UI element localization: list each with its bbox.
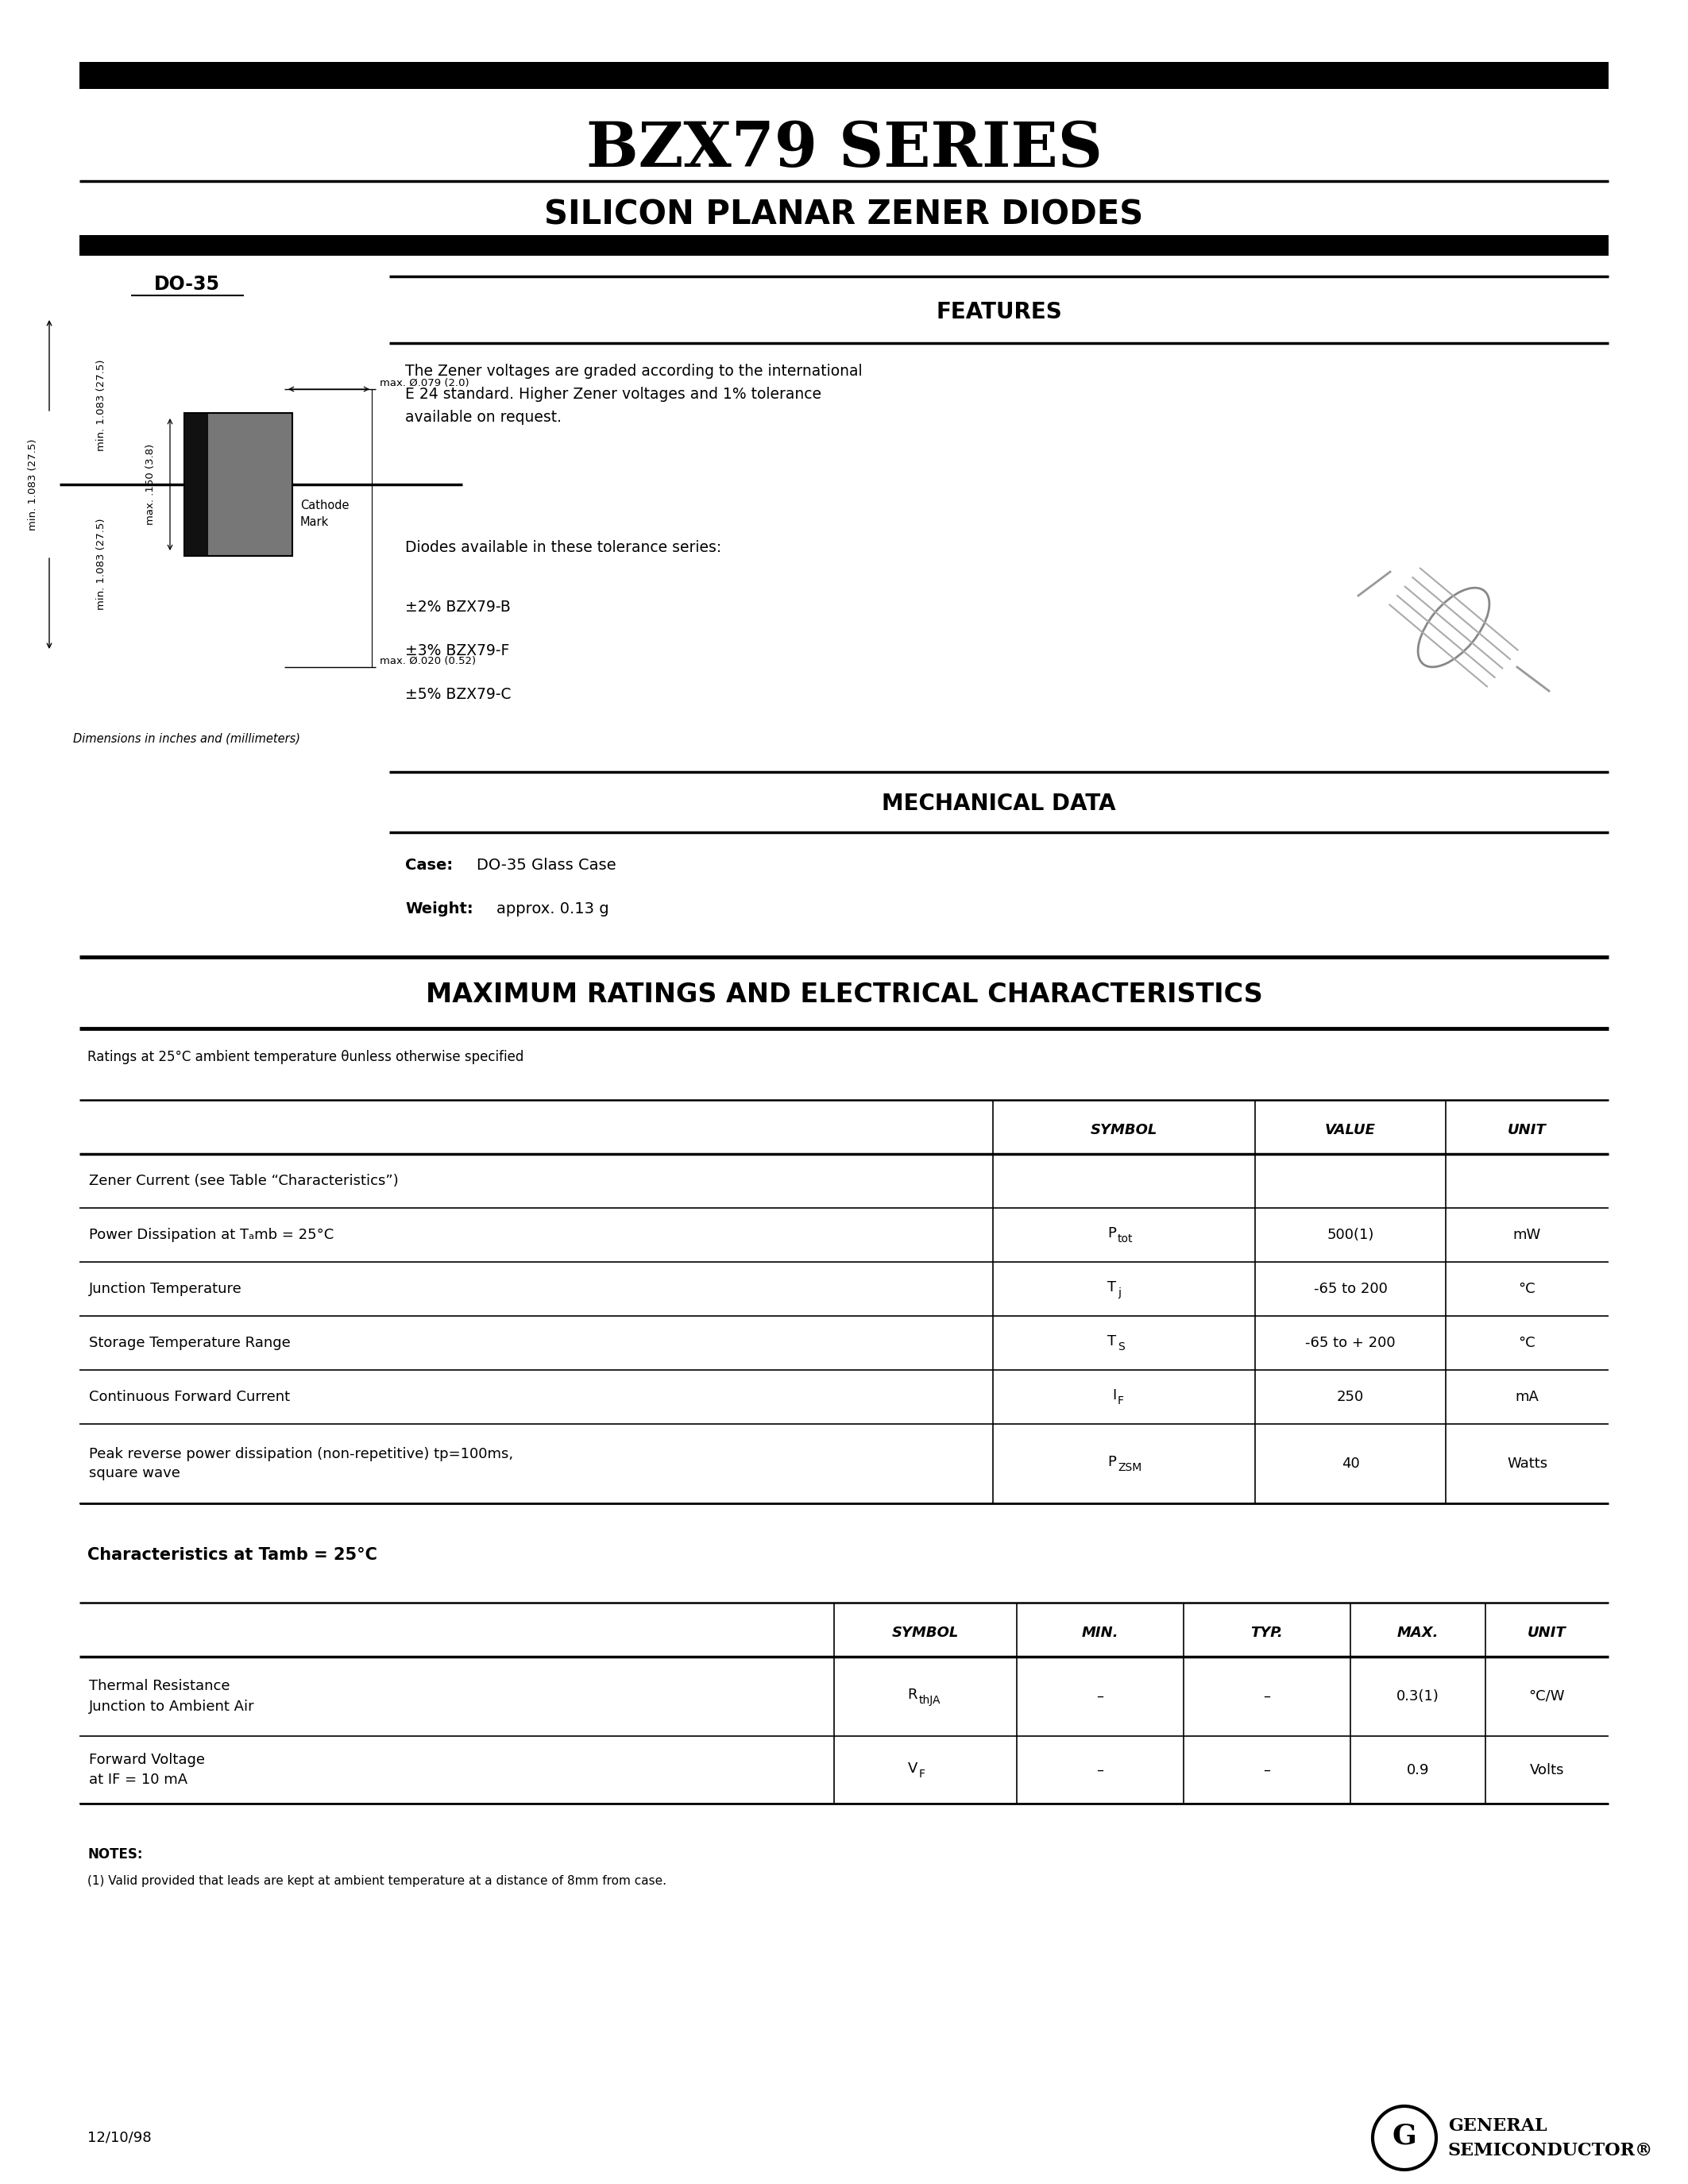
Text: GENERAL: GENERAL — [1448, 2116, 1548, 2134]
Text: NOTES:: NOTES: — [88, 1848, 142, 1861]
Text: Watts: Watts — [1507, 1457, 1548, 1470]
Text: MIN.: MIN. — [1082, 1625, 1119, 1640]
Text: P: P — [1107, 1455, 1116, 1470]
Text: tot: tot — [1117, 1234, 1133, 1245]
Text: T: T — [1107, 1334, 1116, 1348]
Bar — [184, 413, 208, 557]
Text: DO-35 Glass Case: DO-35 Glass Case — [476, 858, 616, 874]
Text: ±2% BZX79-B: ±2% BZX79-B — [405, 601, 511, 614]
Text: mA: mA — [1516, 1389, 1539, 1404]
Text: SYMBOL: SYMBOL — [891, 1625, 959, 1640]
Text: -65 to 200: -65 to 200 — [1313, 1282, 1388, 1295]
Text: max. Ø.079 (2.0): max. Ø.079 (2.0) — [380, 378, 469, 389]
Bar — [79, 61, 1609, 90]
Text: MAXIMUM RATINGS AND ELECTRICAL CHARACTERISTICS: MAXIMUM RATINGS AND ELECTRICAL CHARACTER… — [425, 981, 1263, 1007]
Text: Zener Current (see Table “Characteristics”): Zener Current (see Table “Characteristic… — [89, 1173, 398, 1188]
Text: F: F — [1117, 1396, 1124, 1406]
Text: R: R — [908, 1688, 918, 1701]
Text: min. 1.083 (27.5): min. 1.083 (27.5) — [96, 518, 106, 609]
Text: (1) Valid provided that leads are kept at ambient temperature at a distance of 8: (1) Valid provided that leads are kept a… — [88, 1876, 667, 1887]
Text: min. 1.083 (27.5): min. 1.083 (27.5) — [29, 439, 39, 531]
Bar — [79, 236, 1609, 256]
Text: 0.3(1): 0.3(1) — [1396, 1688, 1440, 1704]
Text: F: F — [918, 1769, 925, 1780]
Text: V: V — [908, 1760, 918, 1776]
Text: MAX.: MAX. — [1398, 1625, 1438, 1640]
Text: °C: °C — [1519, 1282, 1536, 1295]
Text: thJA: thJA — [918, 1695, 940, 1706]
Text: –: – — [1263, 1688, 1271, 1704]
Text: TYP.: TYP. — [1251, 1625, 1283, 1640]
Text: UNIT: UNIT — [1528, 1625, 1566, 1640]
Text: VALUE: VALUE — [1325, 1123, 1376, 1138]
Text: Ratings at 25°C ambient temperature θunless otherwise specified: Ratings at 25°C ambient temperature θunl… — [88, 1051, 523, 1064]
Text: °C: °C — [1519, 1337, 1536, 1350]
Text: I: I — [1112, 1389, 1116, 1402]
Bar — [184, 413, 292, 557]
Text: Diodes available in these tolerance series:: Diodes available in these tolerance seri… — [405, 539, 721, 555]
Text: Thermal Resistance
Junction to Ambient Air: Thermal Resistance Junction to Ambient A… — [89, 1679, 255, 1714]
Text: 40: 40 — [1342, 1457, 1359, 1470]
Text: Characteristics at Tamb = 25°C: Characteristics at Tamb = 25°C — [88, 1546, 376, 1564]
Text: The Zener voltages are graded according to the international
E 24 standard. High: The Zener voltages are graded according … — [405, 365, 863, 424]
Text: SILICON PLANAR ZENER DIODES: SILICON PLANAR ZENER DIODES — [545, 199, 1143, 232]
Text: Storage Temperature Range: Storage Temperature Range — [89, 1337, 290, 1350]
Text: MECHANICAL DATA: MECHANICAL DATA — [881, 793, 1116, 815]
Text: P: P — [1107, 1225, 1116, 1241]
Text: ±5% BZX79-C: ±5% BZX79-C — [405, 688, 511, 701]
Text: G: G — [1393, 2123, 1416, 2149]
Text: Volts: Volts — [1529, 1762, 1565, 1778]
Text: ZSM: ZSM — [1117, 1461, 1141, 1474]
Text: SYMBOL: SYMBOL — [1090, 1123, 1158, 1138]
Text: Peak reverse power dissipation (non-repetitive) tp=100ms,
square wave: Peak reverse power dissipation (non-repe… — [89, 1448, 513, 1481]
Text: UNIT: UNIT — [1507, 1123, 1546, 1138]
Text: min. 1.083 (27.5): min. 1.083 (27.5) — [96, 358, 106, 450]
Text: –: – — [1263, 1762, 1271, 1778]
Text: Cathode
Mark: Cathode Mark — [300, 500, 349, 529]
Text: –: – — [1097, 1762, 1104, 1778]
Text: -65 to + 200: -65 to + 200 — [1305, 1337, 1396, 1350]
Text: ±3% BZX79-F: ±3% BZX79-F — [405, 644, 510, 657]
Text: Continuous Forward Current: Continuous Forward Current — [89, 1389, 290, 1404]
Text: Case:: Case: — [405, 858, 452, 874]
Text: °C/W: °C/W — [1529, 1688, 1565, 1704]
Text: approx. 0.13 g: approx. 0.13 g — [496, 902, 609, 917]
Text: Power Dissipation at Tₐmb = 25°C: Power Dissipation at Tₐmb = 25°C — [89, 1227, 334, 1243]
Text: mW: mW — [1512, 1227, 1541, 1243]
Text: j: j — [1117, 1286, 1121, 1299]
Text: Junction Temperature: Junction Temperature — [89, 1282, 241, 1295]
Text: DO-35: DO-35 — [154, 275, 219, 295]
Text: 500(1): 500(1) — [1327, 1227, 1374, 1243]
Text: 12/10/98: 12/10/98 — [88, 2132, 152, 2145]
Text: Dimensions in inches and (millimeters): Dimensions in inches and (millimeters) — [73, 732, 300, 745]
Text: max. Ø.020 (0.52): max. Ø.020 (0.52) — [380, 655, 476, 666]
Text: –: – — [1097, 1688, 1104, 1704]
Text: Forward Voltage
at IF = 10 mA: Forward Voltage at IF = 10 mA — [89, 1752, 204, 1787]
Text: BZX79 SERIES: BZX79 SERIES — [586, 120, 1102, 179]
Text: FEATURES: FEATURES — [935, 301, 1062, 323]
Text: 250: 250 — [1337, 1389, 1364, 1404]
Bar — [184, 413, 292, 557]
Text: T: T — [1107, 1280, 1116, 1295]
Text: Weight:: Weight: — [405, 902, 473, 917]
Text: SEMICONDUCTOR®: SEMICONDUCTOR® — [1448, 2143, 1653, 2160]
Text: 0.9: 0.9 — [1406, 1762, 1430, 1778]
Text: S: S — [1117, 1341, 1124, 1352]
Text: max. .150 (3.8): max. .150 (3.8) — [145, 443, 155, 524]
